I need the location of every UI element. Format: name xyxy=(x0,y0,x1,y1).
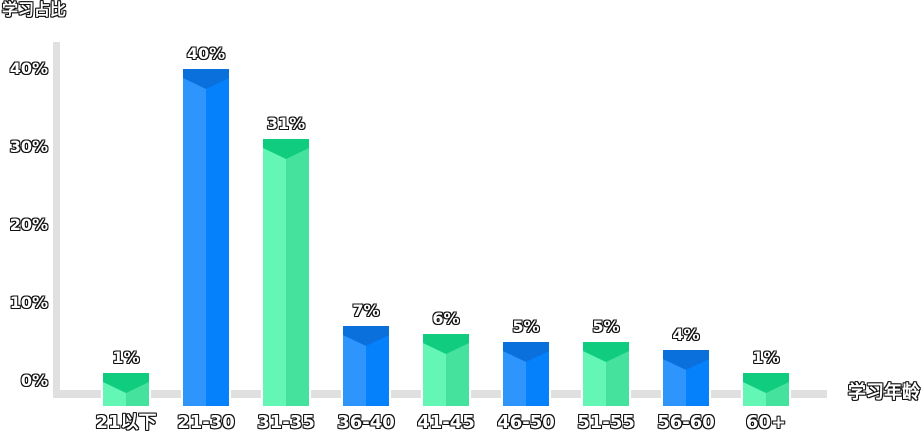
bar-top-face xyxy=(503,342,549,362)
bar-value-label: 1% xyxy=(112,348,140,367)
bar-top-face xyxy=(423,334,469,354)
x-tick-label: 21-30 xyxy=(177,412,235,433)
bar-value-label: 5% xyxy=(512,317,540,336)
x-tick-label: 36-40 xyxy=(337,412,395,433)
bar-top-face xyxy=(343,326,389,346)
bar-36-40[interactable] xyxy=(343,326,389,406)
bar-51-55[interactable] xyxy=(583,342,629,406)
bar-top-face xyxy=(103,373,149,393)
x-tick-label: 56-60 xyxy=(657,412,715,433)
bar-56-60[interactable] xyxy=(663,350,709,406)
bar-value-label: 7% xyxy=(352,301,380,320)
x-tick-label: 21以下 xyxy=(95,412,157,433)
bar-value-label: 31% xyxy=(266,114,306,133)
bar-left-face xyxy=(423,334,446,406)
x-tick-label: 51-55 xyxy=(577,412,635,433)
bar-right-face xyxy=(206,69,229,406)
bar-value-label: 4% xyxy=(672,325,700,344)
bar-top-face xyxy=(743,373,789,393)
y-tick-label-10: 10% xyxy=(9,293,48,312)
bar-value-label: 6% xyxy=(432,309,460,328)
x-tick-label: 60+ xyxy=(745,412,787,433)
bar-46-50[interactable] xyxy=(503,342,549,406)
bar-value-label: 1% xyxy=(752,348,780,367)
bar-top-face xyxy=(183,69,229,89)
bar-top-face xyxy=(663,350,709,370)
y-tick-label-0: 0% xyxy=(20,371,48,390)
bar-right-face xyxy=(366,326,389,406)
bar-left-face xyxy=(343,326,366,406)
x-tick-label: 31-35 xyxy=(257,412,315,433)
bar-top-face xyxy=(583,342,629,362)
y-axis-title: 学习占比 xyxy=(2,0,67,19)
bar-right-face xyxy=(446,334,469,406)
bar-top-face xyxy=(263,139,309,159)
x-tick-label: 46-50 xyxy=(497,412,555,433)
y-tick-label-20: 20% xyxy=(9,215,48,234)
y-tick-label-40: 40% xyxy=(9,59,48,78)
bar-value-label: 5% xyxy=(592,317,620,336)
bar-value-label: 40% xyxy=(186,44,226,63)
y-tick-label-30: 30% xyxy=(9,137,48,156)
x-tick-label: 41-45 xyxy=(417,412,475,433)
bar-21-30[interactable] xyxy=(183,69,229,406)
bar-right-face xyxy=(286,139,309,406)
bar-31-35[interactable] xyxy=(263,139,309,406)
bar-21以下[interactable] xyxy=(103,373,149,406)
bar-60+[interactable] xyxy=(743,373,789,406)
bar-41-45[interactable] xyxy=(423,334,469,406)
bar-left-face xyxy=(183,69,206,406)
bar-left-face xyxy=(263,139,286,406)
x-axis-title: 学习年龄 xyxy=(848,382,920,403)
y-axis-line xyxy=(53,42,60,398)
